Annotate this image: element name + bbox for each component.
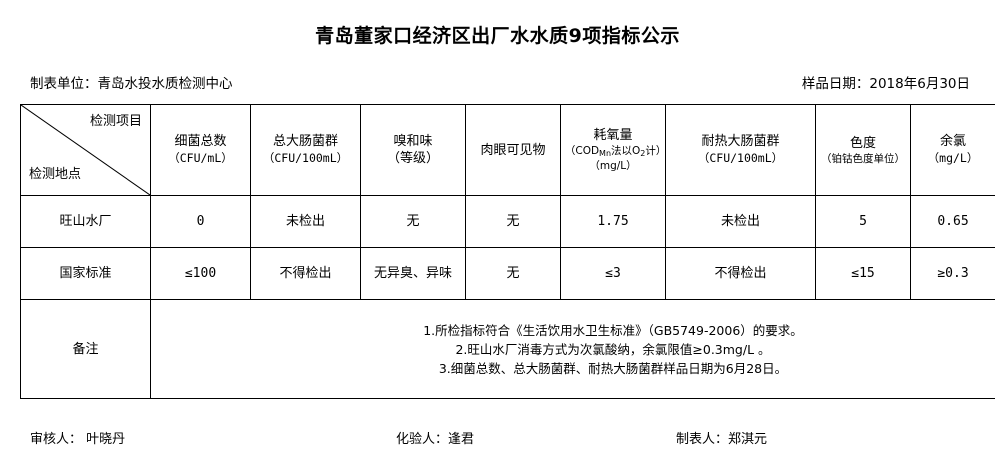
header-cell-heatcoli: 耐热大肠菌群 （CFU/100mL） bbox=[665, 104, 816, 196]
remark-line-2: 2.旺山水厂消毒方式为次氯酸纳，余氯限值≥0.3mg/L 。 bbox=[455, 341, 771, 357]
header-cell-visible: 肉眼可见物 bbox=[465, 104, 561, 196]
cell-odor: 无异臭、异味 bbox=[360, 247, 466, 300]
cell-chroma: ≤15 bbox=[815, 247, 911, 300]
header-unit-coliform: （CFU/100mL） bbox=[262, 151, 349, 165]
header-cell-chlorine: 余氯 （mg/L） bbox=[910, 104, 995, 196]
cell-chroma: 5 bbox=[815, 195, 911, 248]
header-name-chlorine: 余氯 bbox=[939, 134, 966, 149]
header-cell-odor: 嗅和味 （等级） bbox=[360, 104, 466, 196]
cell-visible: 无 bbox=[465, 247, 561, 300]
header-name-heatcoli: 耐热大肠菌群 bbox=[701, 134, 780, 149]
signature-row: 审核人： 叶晓丹 化验人：逢君 制表人：郑淇元 bbox=[30, 430, 970, 450]
header-name-chroma: 色度 bbox=[849, 135, 876, 151]
page-title: 青岛董家口经济区出厂水水质9项指标公示 bbox=[315, 25, 680, 47]
tester-label: 化验人：逢君 bbox=[396, 432, 475, 447]
cell-oxygen: ≤3 bbox=[560, 247, 666, 300]
header-unit-chlorine: （mg/L） bbox=[927, 151, 979, 165]
remark-content: 1.所检指标符合《生活饮用水卫生标准》（GB5749-2006）的要求。 2.旺… bbox=[150, 299, 995, 399]
table-row: 国家标准 ≤100 不得检出 无异臭、异味 无 ≤3 不得检出 ≤15 ≥0.3… bbox=[20, 247, 995, 300]
header-name-oxygen: 耗氧量 bbox=[593, 128, 633, 143]
cell-odor: 无 bbox=[360, 195, 466, 248]
header-cell-chroma: 色度 （铂钴色度单位） bbox=[815, 104, 911, 196]
header-name-coliform: 总大肠菌群 bbox=[272, 134, 338, 149]
header-item-label: 检测项目 bbox=[89, 114, 142, 129]
cell-coliform: 未检出 bbox=[250, 195, 361, 248]
header-cell-oxygen: 耗氧量 （CODMn法以O2计）（mg/L） bbox=[560, 104, 666, 196]
header-name-visible: 肉眼可见物 bbox=[480, 142, 546, 158]
cell-bacteria: 0 bbox=[150, 195, 251, 248]
cell-chlorine: 0.65 bbox=[910, 195, 995, 248]
cell-chlorine: ≥0.3 bbox=[910, 247, 995, 300]
header-place-label: 检测地点 bbox=[29, 167, 82, 182]
cell-coliform: 不得检出 bbox=[250, 247, 361, 300]
row-label-plant: 旺山水厂 bbox=[20, 195, 151, 248]
remark-line-1: 1.所检指标符合《生活饮用水卫生标准》（GB5749-2006）的要求。 bbox=[423, 322, 803, 338]
water-quality-table-wrapper: 检测项目 检测地点 细菌总数 （CFU/mL） 总大肠菌群 （CFU/100mL… bbox=[20, 104, 995, 399]
header-unit-odor: （等级） bbox=[386, 151, 439, 166]
document-meta-row: 制表单位：青岛水投水质检测中心 样品日期：2018年6月30日 bbox=[30, 74, 970, 94]
header-unit-oxygen: （CODMn法以O2计）（mg/L） bbox=[564, 145, 662, 172]
header-unit-heatcoli: （CFU/100mL） bbox=[697, 151, 784, 165]
remark-line-3: 3.细菌总数、总大肠菌群、耐热大肠菌群样品日期为6月28日。 bbox=[438, 360, 788, 376]
header-cell-coliform: 总大肠菌群 （CFU/100mL） bbox=[250, 104, 361, 196]
header-unit-chroma: （铂钴色度单位） bbox=[821, 152, 905, 165]
cell-bacteria: ≤100 bbox=[150, 247, 251, 300]
remark-row: 备注 1.所检指标符合《生活饮用水卫生标准》（GB5749-2006）的要求。 … bbox=[20, 299, 995, 399]
table-header-row: 检测项目 检测地点 细菌总数 （CFU/mL） 总大肠菌群 （CFU/100mL… bbox=[20, 104, 995, 196]
header-name-odor: 嗅和味 bbox=[393, 134, 433, 149]
table-row: 旺山水厂 0 未检出 无 无 1.75 未检出 5 0.65 0.35 bbox=[20, 195, 995, 248]
water-quality-table: 检测项目 检测地点 细菌总数 （CFU/mL） 总大肠菌群 （CFU/100mL… bbox=[20, 104, 995, 399]
header-corner-cell: 检测项目 检测地点 bbox=[20, 104, 151, 196]
cell-oxygen: 1.75 bbox=[560, 195, 666, 248]
cell-heatcoli: 未检出 bbox=[665, 195, 816, 248]
preparer-label: 制表人：郑淇元 bbox=[676, 432, 768, 447]
row-label-standard: 国家标准 bbox=[20, 247, 151, 300]
reviewer-label: 审核人： 叶晓丹 bbox=[30, 432, 126, 447]
header-name-bacteria: 细菌总数 bbox=[174, 134, 227, 149]
issuer-label: 制表单位：青岛水投水质检测中心 bbox=[30, 76, 233, 92]
header-unit-bacteria: （CFU/mL） bbox=[168, 151, 233, 165]
diagonal-line-icon bbox=[21, 105, 150, 195]
remark-label: 备注 bbox=[20, 299, 151, 399]
cell-visible: 无 bbox=[465, 195, 561, 248]
sample-date-label: 样品日期：2018年6月30日 bbox=[801, 76, 970, 92]
header-cell-bacteria: 细菌总数 （CFU/mL） bbox=[150, 104, 251, 196]
cell-heatcoli: 不得检出 bbox=[665, 247, 816, 300]
